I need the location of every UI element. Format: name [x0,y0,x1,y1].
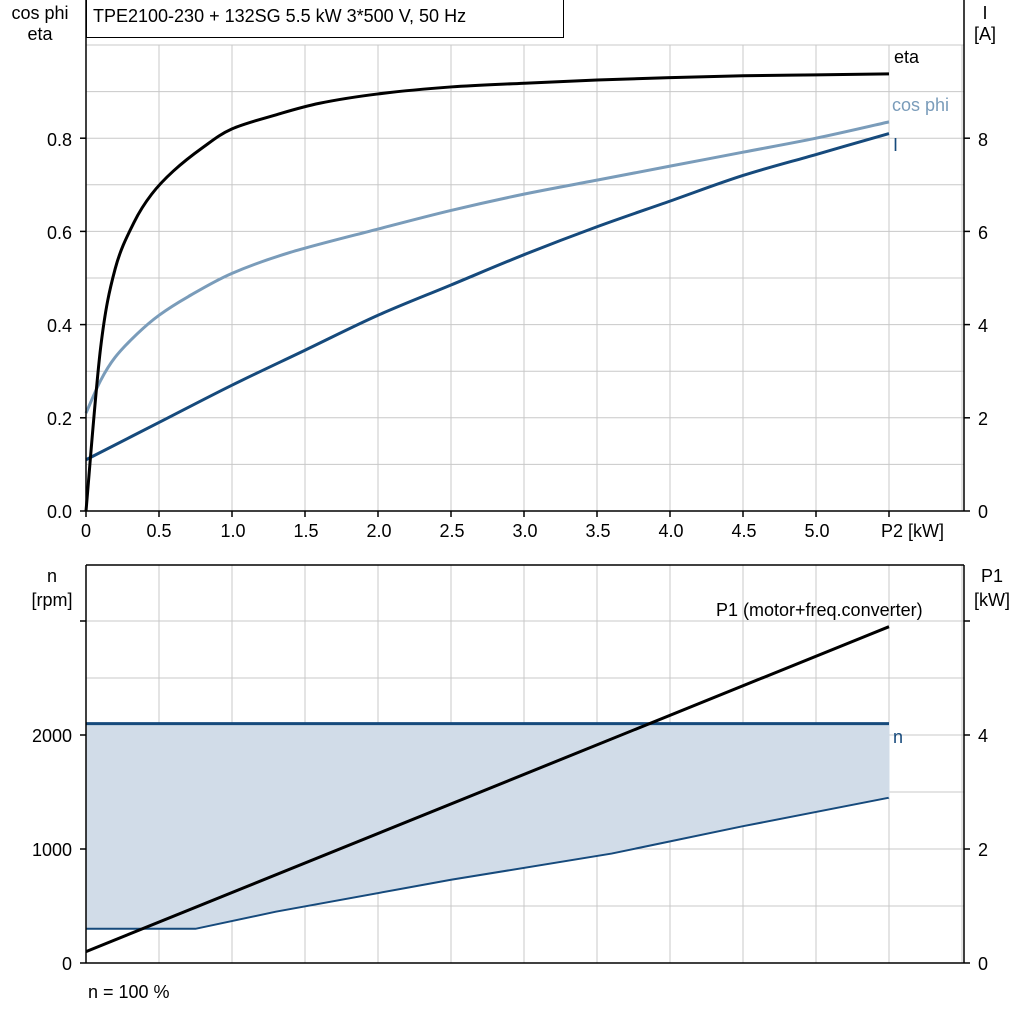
eta-curve [84,72,890,512]
p1-curve-label: P1 (motor+freq.converter) [716,600,923,620]
x-tick-label: 1.0 [220,521,246,541]
top-right-axis-label-2: [A] [973,24,996,44]
x-tick-label: 5.0 [804,521,830,541]
y-left-tick-label: 0 [61,954,72,974]
x-tick-label: 1.5 [293,521,319,541]
y-left-tick-label: 0.2 [46,409,72,429]
top-plot-grid [86,44,964,511]
plot-frames [80,0,970,964]
p1-line [85,625,890,953]
chart-title: TPE2100-230 + 132SG 5.5 kW 3*500 V, 50 H… [86,0,564,38]
eta-curve-label: eta [894,47,920,67]
y-right-tick-label: 0 [978,954,989,974]
x-tick-label: 4.0 [658,521,684,541]
speed-curve-label: n [893,727,904,747]
x-tick-label: 3.0 [512,521,538,541]
y-right-tick-label: 8 [978,130,989,150]
bottom-left-axis-label-2: [rpm] [31,590,73,610]
y-left-tick-label: 0.6 [46,223,72,243]
y-right-tick-label: 2 [978,409,989,429]
x-tick-label: 0 [80,521,91,541]
top-left-axis-label-1: cos phi [11,3,69,23]
y-left-tick-label: 0.4 [46,316,72,336]
y-left-tick-label: 0.0 [46,502,72,522]
x-tick-label: 2.5 [439,521,465,541]
x-tick-label: 4.5 [731,521,757,541]
bottom-right-axis-label-1: P1 [980,566,1004,586]
x-tick-label: 3.5 [585,521,611,541]
cos-phi-curve-label: cos phi [892,95,950,115]
bottom-plot-curves [85,625,890,953]
speed-note: n = 100 % [88,982,170,1002]
current-curve [85,132,890,462]
y-right-tick-label: 4 [978,316,989,336]
y-right-tick-label: 0 [978,502,989,522]
bottom-right-axis-label-2: [kW] [974,590,1010,610]
min-speed-line [86,796,890,930]
y-left-tick-label: 1000 [31,840,72,860]
speed-range-fill [86,723,889,929]
x-tick-label: 2.0 [366,521,392,541]
y-right-tick-label: 2 [978,840,989,860]
current-curve-label: I [893,135,899,155]
y-left-tick-label: 0.8 [46,130,72,150]
y-right-tick-label: 6 [978,223,989,243]
top-plot-curves [84,72,890,512]
top-x-axis-label: P2 [kW] [881,521,945,541]
cos-phi-curve [84,120,890,414]
speed-range-area [86,723,889,929]
top-right-axis-label-1: I [982,3,988,23]
y-left-tick-label: 2000 [31,726,72,746]
top-left-axis-label-2: eta [27,24,53,44]
x-tick-label: 0.5 [146,521,172,541]
y-right-tick-label: 4 [978,726,989,746]
bottom-left-axis-label-1: n [46,566,57,586]
